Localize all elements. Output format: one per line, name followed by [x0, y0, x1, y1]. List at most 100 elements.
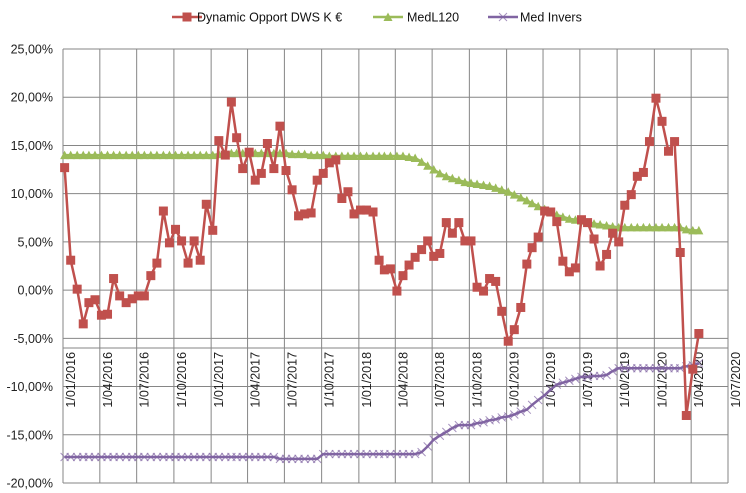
data-point [644, 137, 654, 147]
data-point [356, 449, 365, 459]
data-point [60, 163, 70, 173]
y-tick-label: 10,00% [11, 187, 53, 201]
data-point [466, 178, 476, 188]
data-point [337, 449, 347, 459]
legend-item: MedL120 [373, 11, 459, 25]
data-point [576, 215, 586, 225]
data-point [263, 452, 272, 462]
legend-label: Dynamic Opport DWS K € [197, 11, 342, 25]
data-point [527, 243, 537, 253]
data-point [423, 161, 433, 170]
x-tick-label: 1/01/2017 [212, 352, 226, 408]
data-point [262, 139, 272, 149]
x-tick-label: 1/04/2018 [396, 352, 410, 408]
data-point [681, 410, 691, 420]
data-point [214, 452, 224, 462]
data-point [645, 363, 654, 373]
data-point [189, 236, 199, 246]
data-point [368, 207, 378, 217]
data-point [300, 149, 310, 159]
data-point [497, 306, 507, 316]
data-point [620, 222, 630, 232]
data-point [657, 363, 667, 373]
data-point [275, 148, 285, 158]
data-point [324, 449, 334, 459]
data-point [152, 452, 162, 462]
data-point [269, 452, 279, 462]
data-point [115, 452, 125, 462]
data-point [171, 452, 180, 462]
data-point [454, 175, 464, 185]
data-point [540, 206, 550, 216]
data-point [133, 452, 143, 462]
x-tick-label: 1/04/2019 [544, 352, 558, 408]
data-point [379, 265, 389, 275]
data-point [410, 449, 420, 459]
x-tick-label: 1/01/2018 [360, 352, 374, 408]
data-point [614, 363, 624, 373]
data-point [509, 190, 519, 199]
data-point [269, 164, 279, 174]
data-point [183, 150, 193, 160]
data-point [294, 211, 304, 221]
data-point [349, 209, 359, 219]
data-point [694, 329, 704, 339]
data-point [392, 151, 402, 161]
data-point [527, 400, 537, 410]
data-point [109, 452, 118, 462]
legend-item: Dynamic Opport DWS K € [172, 11, 342, 25]
data-point [410, 252, 420, 262]
data-point [454, 218, 464, 228]
legend-item: Med Invers [488, 11, 582, 25]
data-point [626, 222, 636, 232]
data-point [675, 363, 685, 373]
data-point [331, 449, 341, 459]
data-point [287, 149, 297, 159]
data-point [84, 298, 94, 308]
data-point [608, 221, 618, 231]
data-point [509, 410, 519, 419]
data-point [639, 363, 648, 373]
data-point [250, 452, 260, 462]
data-point [97, 452, 106, 462]
data-point [417, 157, 427, 166]
data-point [429, 165, 439, 174]
data-point [485, 274, 495, 284]
data-point [238, 164, 248, 174]
data-point [139, 150, 149, 160]
data-point [337, 193, 347, 203]
data-point [664, 363, 673, 373]
data-point [165, 452, 174, 462]
y-tick-label: -10,00% [6, 380, 53, 394]
x-tick-label: 1/10/2017 [323, 352, 337, 408]
data-point [564, 376, 574, 386]
data-point [146, 452, 156, 462]
data-point [362, 205, 372, 215]
data-point [570, 263, 580, 273]
data-point [503, 336, 513, 346]
data-point [447, 173, 457, 183]
data-point [583, 218, 593, 228]
data-point [115, 291, 125, 301]
x-tick-label: 1/01/2016 [64, 352, 78, 408]
data-point [72, 150, 82, 160]
data-point [602, 220, 612, 230]
x-tick-label: 1/04/2017 [249, 352, 263, 408]
data-point [343, 151, 353, 161]
data-point [491, 414, 501, 424]
data-point [133, 150, 143, 160]
data-point [331, 155, 341, 165]
data-point [152, 258, 162, 268]
y-tick-label: 5,00% [18, 235, 53, 249]
data-point [404, 449, 414, 459]
data-point [115, 150, 125, 160]
legend-marker [182, 12, 192, 22]
data-point [109, 150, 119, 160]
data-point [362, 449, 371, 459]
data-point [159, 452, 168, 462]
data-point [466, 420, 476, 430]
data-point [250, 175, 260, 185]
data-point [435, 431, 445, 441]
x-tick-label: 1/01/2020 [655, 352, 669, 408]
data-point [503, 187, 513, 196]
